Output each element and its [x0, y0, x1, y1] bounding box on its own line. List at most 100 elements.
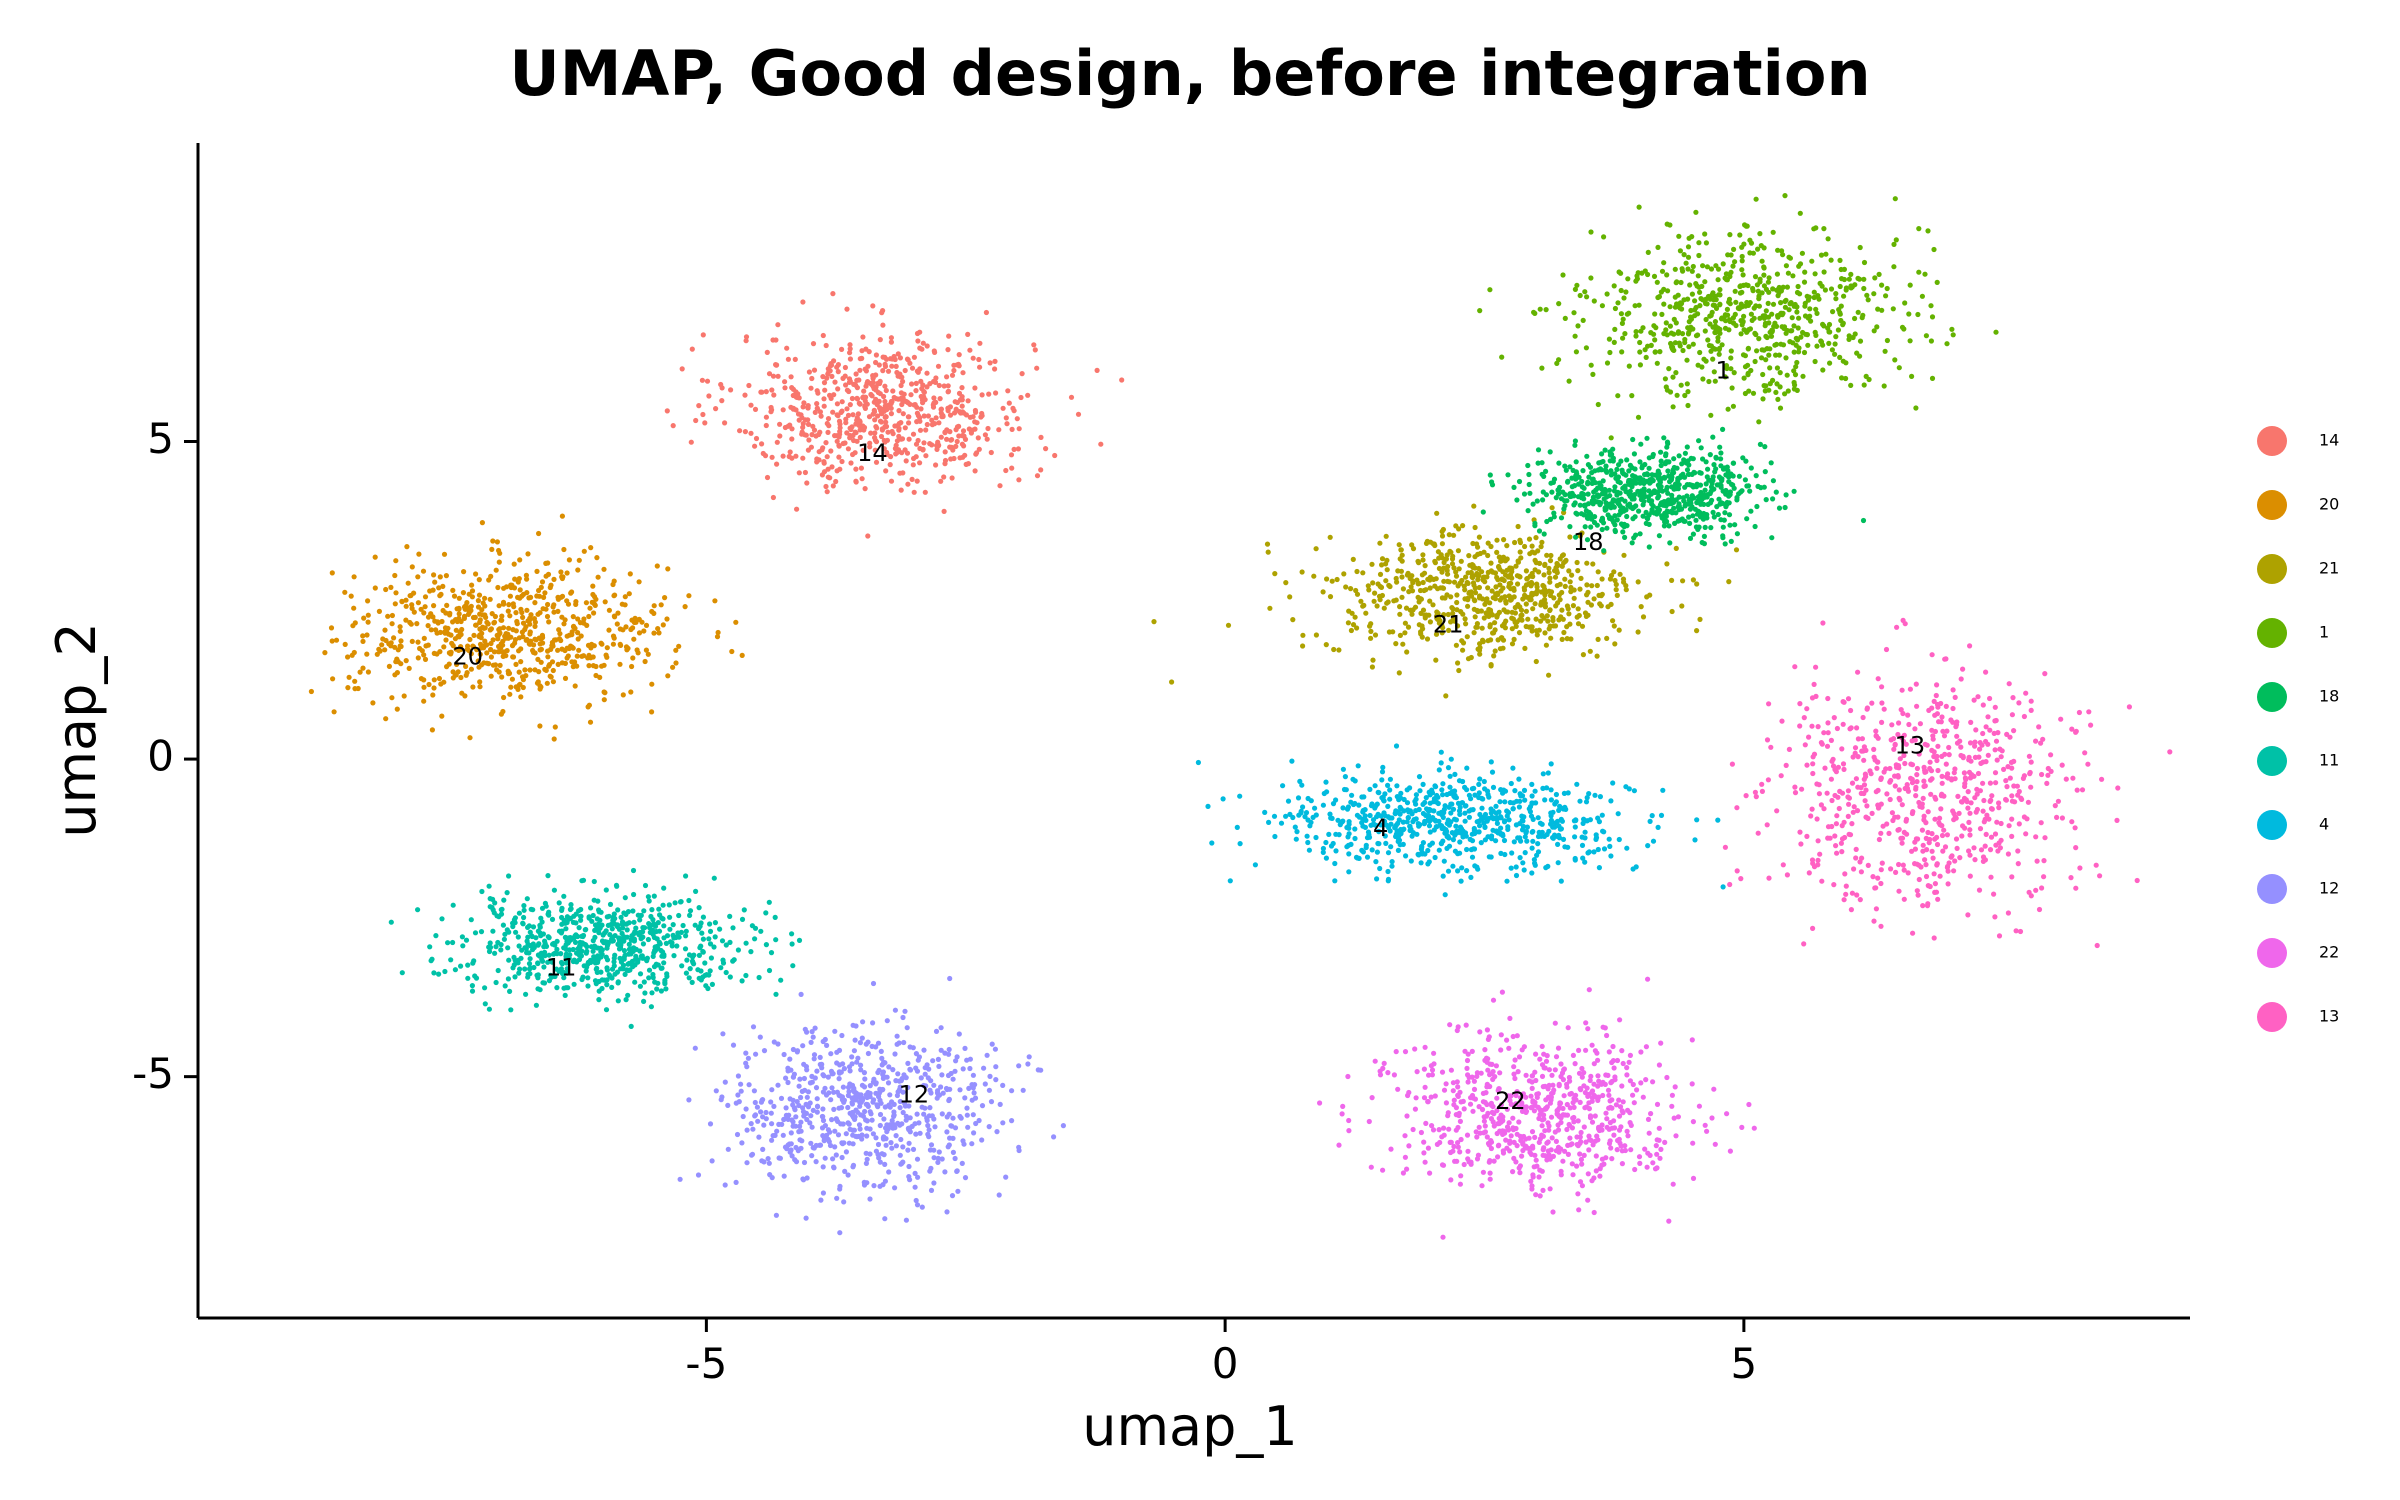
data-point [1383, 561, 1389, 567]
data-point [1651, 510, 1657, 516]
data-point [1477, 651, 1483, 657]
data-point [473, 622, 479, 628]
data-point [787, 422, 793, 428]
data-point [1595, 467, 1601, 473]
data-point [921, 440, 927, 446]
data-point [1526, 471, 1532, 478]
data-point [872, 447, 878, 453]
data-point [1623, 289, 1629, 295]
data-point [1700, 456, 1706, 462]
data-point [480, 600, 486, 606]
data-point [949, 437, 955, 443]
data-point [1594, 582, 1600, 589]
data-point [1635, 270, 1641, 276]
data-point [1772, 320, 1778, 326]
data-point [1682, 392, 1688, 399]
data-point [1420, 557, 1426, 563]
data-point [603, 887, 609, 893]
data-point [1748, 240, 1755, 246]
data-point [449, 640, 455, 646]
data-point [1725, 312, 1731, 318]
data-point [442, 625, 449, 631]
data-point [1717, 444, 1723, 450]
data-point [963, 412, 970, 418]
data-point [1820, 321, 1826, 327]
data-point [468, 603, 474, 609]
data-point [1818, 339, 1825, 345]
data-point [1922, 271, 1928, 277]
data-point [1548, 761, 1554, 767]
data-point [1748, 508, 1754, 514]
data-point [1756, 336, 1762, 342]
data-point [827, 475, 833, 481]
data-point [561, 621, 567, 627]
data-point [804, 480, 810, 486]
data-point [1708, 525, 1714, 531]
data-point [515, 934, 521, 940]
data-point [469, 582, 475, 588]
data-point [582, 927, 588, 933]
data-point [1595, 636, 1601, 643]
data-point [1460, 778, 1466, 785]
data-point [1708, 343, 1714, 349]
data-point [921, 413, 927, 419]
data-point [1346, 608, 1352, 614]
data-point [905, 400, 911, 406]
data-point [1559, 563, 1565, 569]
data-point [1738, 331, 1744, 337]
data-point [648, 913, 654, 920]
data-point [624, 967, 630, 973]
data-point [1678, 279, 1684, 286]
data-point [748, 1121, 754, 1127]
data-point [1714, 482, 1720, 488]
data-point [1572, 824, 1578, 830]
data-point [427, 944, 433, 950]
data-point [1790, 273, 1796, 279]
data-point [1713, 297, 1719, 303]
data-point [530, 649, 537, 656]
data-point [1439, 541, 1445, 547]
data-point [450, 675, 456, 681]
data-point [1770, 229, 1776, 235]
data-point [1747, 488, 1753, 494]
data-point [1436, 767, 1442, 773]
data-point [1385, 803, 1391, 810]
data-point [1474, 624, 1480, 630]
data-point [1451, 565, 1457, 571]
data-point [1872, 275, 1878, 281]
data-point [1757, 231, 1763, 237]
data-point [1442, 595, 1448, 601]
data-point [649, 709, 655, 715]
data-point [1290, 617, 1296, 623]
data-point [482, 985, 488, 991]
data-point [1375, 581, 1381, 587]
data-point [1492, 648, 1498, 654]
data-point [1567, 524, 1573, 530]
data-point [1530, 828, 1536, 835]
data-point [1529, 570, 1535, 577]
data-point [1448, 801, 1454, 807]
data-point [573, 932, 579, 938]
data-point [774, 461, 780, 467]
data-point [1477, 593, 1483, 599]
data-point [456, 595, 462, 601]
data-point [935, 363, 942, 369]
data-point [1445, 563, 1451, 570]
data-point [1300, 643, 1306, 649]
data-point [532, 600, 538, 606]
data-point [906, 436, 912, 442]
data-point [768, 950, 775, 956]
data-point [1731, 246, 1737, 252]
data-point [1694, 581, 1700, 587]
data-point [1553, 799, 1559, 805]
data-point [1597, 601, 1603, 607]
data-point [581, 616, 587, 622]
data-point [1732, 288, 1738, 294]
data-point [430, 587, 436, 593]
data-point [1568, 493, 1575, 499]
data-point [1300, 632, 1306, 638]
data-point [1637, 362, 1643, 368]
data-point [1607, 576, 1613, 582]
data-point [520, 920, 526, 926]
data-point [635, 912, 641, 918]
